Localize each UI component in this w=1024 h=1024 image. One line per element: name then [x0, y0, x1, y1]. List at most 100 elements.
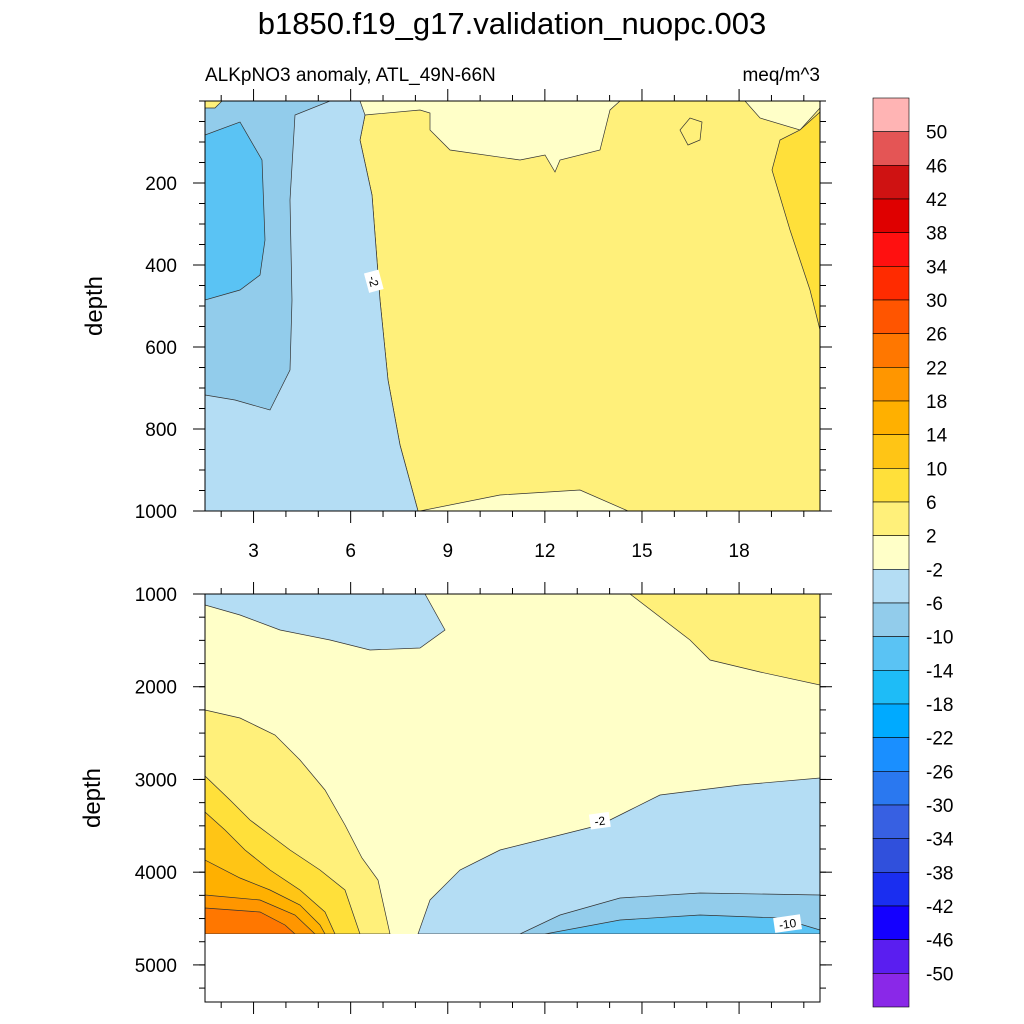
colorbar-swatch — [872, 636, 910, 671]
colorbar-level-label: 38 — [926, 224, 947, 245]
lower-y-tick-label: 4000 — [135, 863, 177, 884]
colorbar-level-label: -46 — [926, 931, 953, 952]
colorbar-level-label: 2 — [926, 527, 937, 548]
upper-x-tick-label: 9 — [442, 541, 453, 562]
upper-x-tick-label: 18 — [729, 541, 750, 562]
lower-contour-label-text: -10 — [778, 916, 797, 932]
chart-title: b1850.f19_g17.validation_nuopc.003 — [258, 6, 767, 41]
colorbar-swatch — [872, 737, 910, 772]
upper-x-tick-label: 12 — [534, 541, 555, 562]
upper-y-axis-label: depth — [81, 276, 108, 336]
upper-contour-fill — [205, 101, 820, 511]
colorbar-swatch — [872, 939, 910, 974]
colorbar-level-label: -22 — [926, 729, 953, 750]
lower-no-data-region — [205, 934, 820, 1002]
lower-y-tick-label: 3000 — [135, 770, 177, 791]
colorbar-swatch — [872, 266, 910, 301]
colorbar-level-label: -26 — [926, 762, 953, 783]
lower-contour-label-bg — [773, 914, 802, 933]
colorbar-level-label: 30 — [926, 291, 947, 312]
colorbar-swatch — [872, 165, 910, 200]
colorbar-level-label: 14 — [926, 426, 948, 447]
colorbar-swatch — [872, 670, 910, 705]
upper-y-tick-label: 600 — [145, 338, 177, 359]
colorbar-level-label: -42 — [926, 897, 953, 918]
colorbar-swatch — [872, 131, 910, 166]
upper-contour-label-text: -2 — [365, 274, 381, 288]
upper-contour-label: -2 — [363, 269, 384, 293]
lower-contour-label: -2 — [588, 811, 611, 830]
colorbar-level-label: -38 — [926, 863, 953, 884]
colorbar-swatch — [872, 973, 910, 1008]
upper-contour-label-bg — [363, 269, 384, 293]
lower-y-tick-label: 2000 — [135, 678, 177, 699]
lower-band-minus6-minus2-top — [205, 594, 446, 651]
colorbar-level-label: -14 — [926, 661, 954, 682]
colorbar-level-label: 18 — [926, 392, 947, 413]
colorbar-swatch — [872, 97, 910, 132]
upper-band-2-6-small — [205, 101, 223, 109]
lower-contour-label: -10 — [773, 914, 802, 933]
colorbar-level-label: -10 — [926, 628, 953, 649]
colorbar-level-label: -6 — [926, 594, 943, 615]
upper-y-tick-label: 1000 — [135, 502, 177, 523]
lower-contour-label-text: -2 — [594, 813, 607, 828]
upper-band-minus14-minus10 — [205, 121, 266, 301]
colorbar-swatch — [872, 434, 910, 469]
upper-axes: 3 6 9 12 15 18 200 400 600 800 1000 — [135, 89, 832, 562]
colorbar-level-label: 6 — [926, 493, 937, 514]
colorbar-level-label: 50 — [926, 123, 947, 144]
lower-contour-label-bg — [588, 811, 611, 830]
colorbar-swatch — [872, 367, 910, 402]
colorbar-swatch — [872, 333, 910, 368]
colorbar-level-label: 26 — [926, 325, 947, 346]
colorbar-level-label: -30 — [926, 796, 953, 817]
lower-y-axis-label: depth — [79, 768, 106, 828]
colorbar-swatch — [872, 872, 910, 907]
upper-band-2-6-islands — [679, 117, 703, 146]
upper-band-6-10 — [771, 111, 820, 331]
colorbar-level-label: -18 — [926, 695, 953, 716]
colorbar-swatch — [872, 468, 910, 503]
lower-band-22-26-left — [205, 907, 296, 934]
upper-x-tick-label: 15 — [631, 541, 652, 562]
colorbar-swatch — [872, 501, 910, 536]
upper-y-tick-label: 400 — [145, 256, 177, 277]
colorbar-swatch — [872, 703, 910, 738]
colorbar-swatch — [872, 838, 910, 873]
lower-y-tick-label: 1000 — [135, 585, 177, 606]
lower-band-2-6-top-right — [629, 594, 820, 686]
upper-x-tick-label: 3 — [248, 541, 259, 562]
upper-panel: ALKpNO3 anomaly, ATL_49N-66N meq/m^3 -2 … — [81, 65, 832, 562]
upper-contour-labels: -2 — [363, 269, 384, 293]
upper-y-tick-label: 800 — [145, 420, 177, 441]
colorbar-level-label: 34 — [926, 257, 948, 278]
lower-panel: -2 -10 1000 2000 3000 4000 5000 depth — [79, 582, 832, 1014]
colorbar-swatch — [872, 569, 910, 604]
colorbar-swatch — [872, 771, 910, 806]
colorbar-swatch — [872, 198, 910, 233]
colorbar-swatch — [872, 232, 910, 267]
colorbar-level-label: 22 — [926, 358, 947, 379]
lower-contour-fill — [205, 594, 820, 934]
colorbar-level-label: 42 — [926, 190, 947, 211]
lower-y-tick-label: 5000 — [135, 956, 177, 977]
colorbar-level-label: 10 — [926, 459, 947, 480]
upper-panel-variable-label: ALKpNO3 anomaly, ATL_49N-66N — [205, 65, 496, 86]
lower-contour-labels: -2 -10 — [588, 811, 802, 933]
colorbar: 50 46 42 38 34 30 26 22 18 14 10 6 2 -2 -6 -10 -14 -18 -22… — [872, 97, 954, 1008]
colorbar-level-label: -34 — [926, 830, 954, 851]
colorbar-level-label: 46 — [926, 156, 947, 177]
colorbar-swatch — [872, 804, 910, 839]
upper-x-tick-label: 6 — [345, 541, 356, 562]
colorbar-swatch — [872, 299, 910, 334]
colorbar-level-label: -50 — [926, 964, 953, 985]
colorbar-swatch — [872, 535, 910, 570]
upper-band-minus2-2-right-tail — [419, 489, 629, 511]
upper-panel-units-label: meq/m^3 — [742, 65, 820, 86]
colorbar-level-label: -2 — [926, 560, 943, 581]
colorbar-swatch — [872, 602, 910, 637]
lower-axes: 1000 2000 3000 4000 5000 — [135, 582, 832, 1014]
colorbar-swatch — [872, 400, 910, 435]
